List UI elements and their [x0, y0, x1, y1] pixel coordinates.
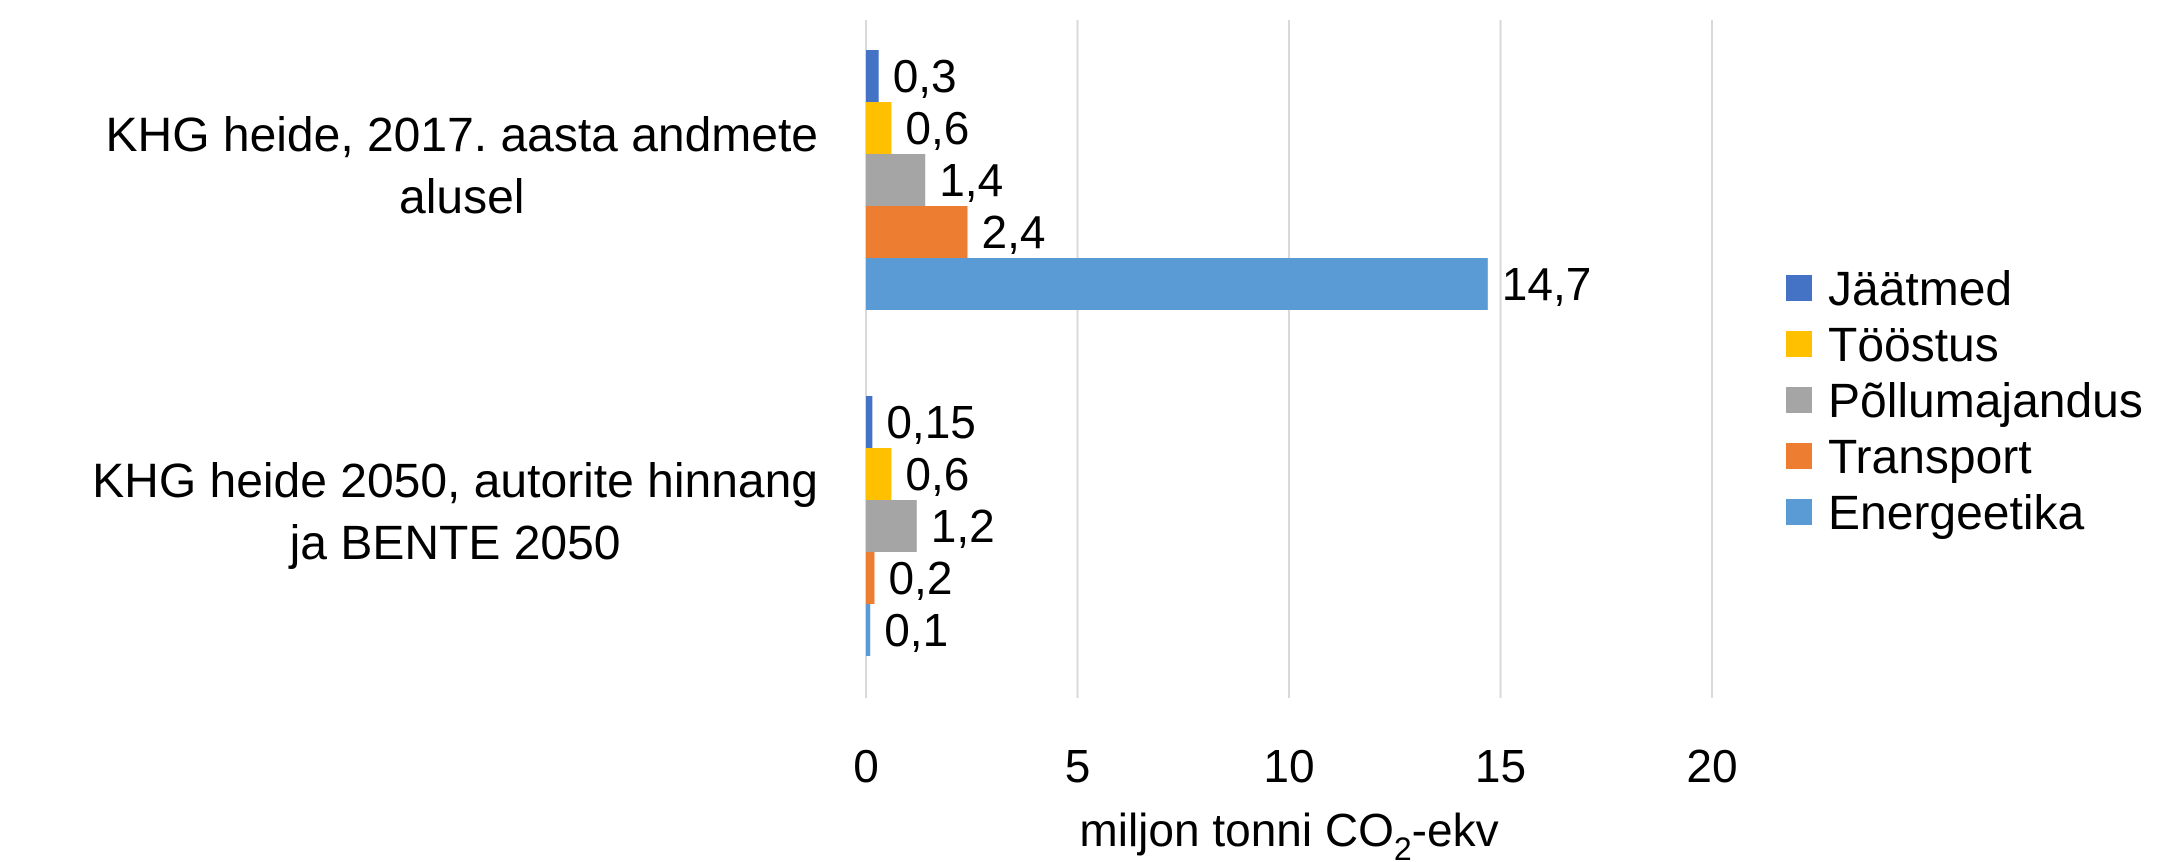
x-axis-title: miljon tonni CO2-ekv: [1079, 804, 1498, 862]
bar-1-3: [866, 154, 926, 206]
data-label-1-2: 0,6: [905, 102, 969, 154]
legend-swatch-2: [1786, 331, 1812, 357]
data-label-2-3: 1,2: [931, 500, 995, 552]
x-tick-labels: 0 5 10 15 20: [853, 740, 1737, 792]
x-tick-label-10: 10: [1263, 740, 1314, 792]
category-labels: KHG heide, 2017. aasta andmete alusel KHG …: [92, 109, 818, 570]
data-labels: 0,30,61,42,414,70,150,61,20,20,1: [884, 50, 1591, 656]
bar-1-2: [866, 102, 892, 154]
legend-swatch-3: [1786, 387, 1812, 413]
category-label-1-line-2: alusel: [399, 171, 524, 224]
bar-2-3: [866, 500, 917, 552]
x-axis-title-subscript: 2: [1394, 831, 1412, 862]
bar-2-4: [866, 552, 875, 604]
legend-label-3: Põllumajandus: [1828, 375, 2143, 428]
data-label-2-5: 0,1: [884, 604, 948, 656]
data-label-2-1: 0,15: [886, 396, 976, 448]
legend-label-4: Transport: [1828, 431, 2032, 484]
data-label-1-4: 2,4: [982, 206, 1046, 258]
bar-1-4: [866, 206, 968, 258]
bars: [866, 50, 1488, 656]
legend-swatch-1: [1786, 275, 1812, 301]
data-label-1-5: 14,7: [1502, 258, 1592, 310]
data-label-1-1: 0,3: [893, 50, 957, 102]
data-label-1-3: 1,4: [939, 154, 1003, 206]
x-axis-title-main: miljon tonni CO: [1079, 804, 1393, 856]
data-label-2-4: 0,2: [888, 552, 952, 604]
x-tick-label-0: 0: [853, 740, 879, 792]
data-label-2-2: 0,6: [905, 448, 969, 500]
legend-label-5: Energeetika: [1828, 487, 2084, 540]
x-tick-label-15: 15: [1475, 740, 1526, 792]
gridlines: [865, 20, 1713, 698]
bar-2-2: [866, 448, 892, 500]
x-tick-label-5: 5: [1065, 740, 1091, 792]
bar-1-1: [866, 50, 879, 102]
category-label-1-line-1: KHG heide, 2017. aasta andmete: [106, 109, 818, 162]
category-label-2-line-2: ja BENTE 2050: [288, 517, 621, 570]
legend-label-1: Jäätmed: [1828, 263, 2012, 316]
bar-1-5: [866, 258, 1488, 310]
x-tick-label-20: 20: [1686, 740, 1737, 792]
bar-2-5: [866, 604, 871, 656]
category-label-2-line-1: KHG heide 2050, autorite hinnang: [92, 455, 818, 508]
legend-label-2: Tööstus: [1828, 319, 1999, 372]
legend-swatch-4: [1786, 443, 1812, 469]
legend-swatch-5: [1786, 499, 1812, 525]
legend: JäätmedTööstusPõllumajandusTransportEner…: [1786, 263, 2143, 540]
x-axis-title-suffix: -ekv: [1412, 804, 1499, 856]
bar-2-1: [866, 396, 873, 448]
